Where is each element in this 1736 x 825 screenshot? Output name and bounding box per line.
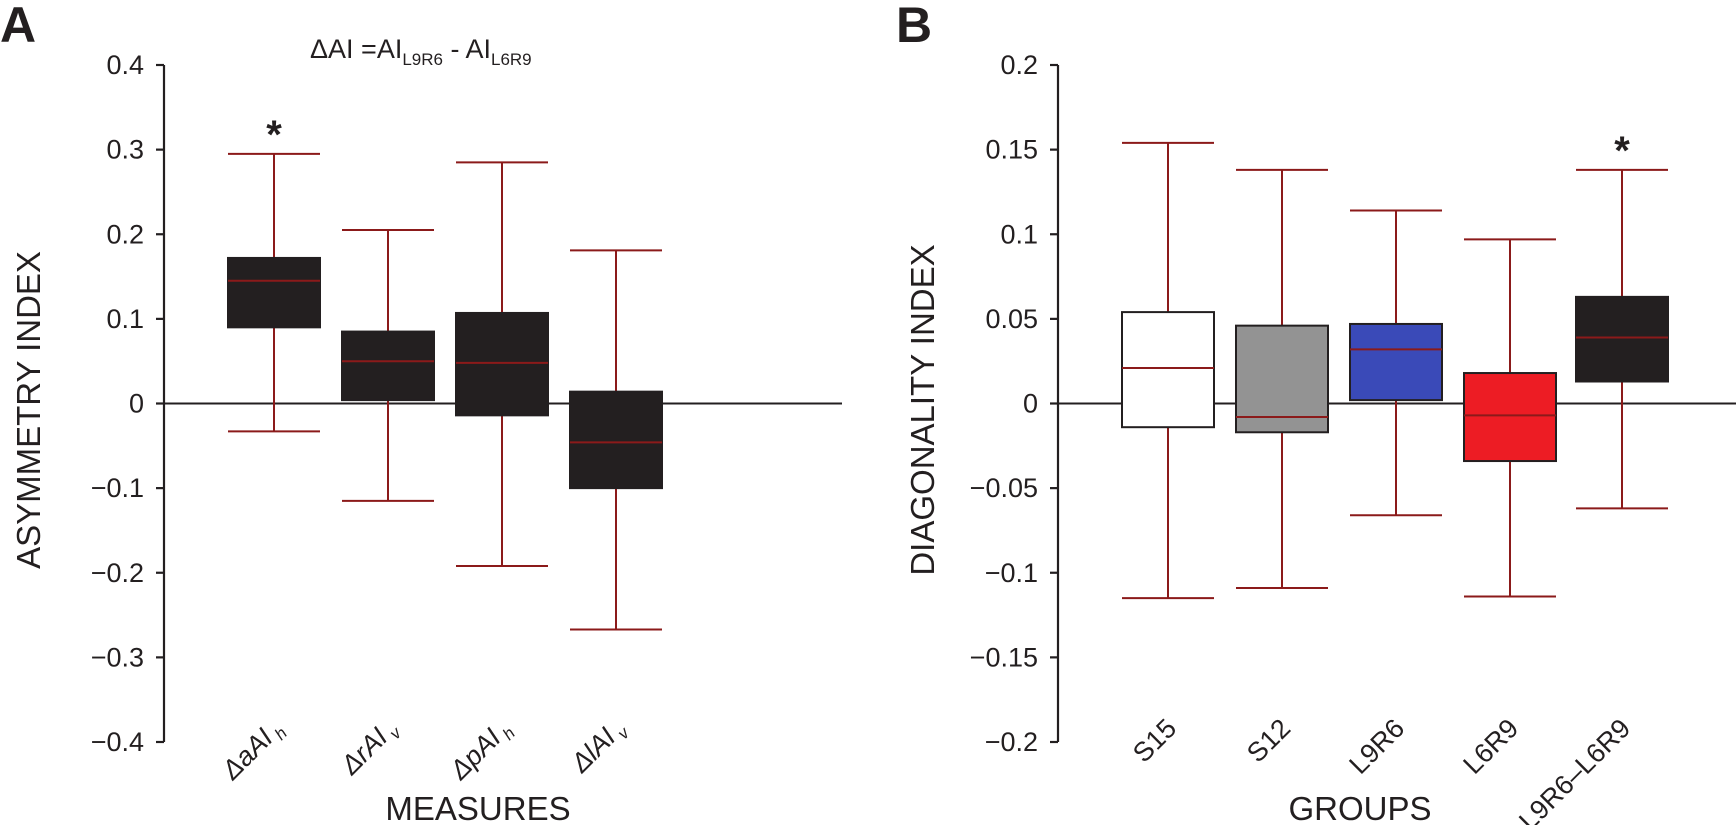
y-tick-label: −0.15	[970, 642, 1038, 672]
category-label: S15	[1127, 713, 1182, 768]
category-label: L6R9	[1457, 713, 1524, 780]
y-tick-label: −0.2	[91, 558, 144, 588]
y-tick-label: 0.2	[106, 219, 144, 249]
panel-a-xlabel: MEASURES	[385, 790, 570, 825]
y-tick-label: 0.15	[985, 135, 1038, 165]
box-iqr	[1463, 372, 1557, 463]
y-tick-label: 0.4	[106, 50, 144, 80]
box-iqr	[1235, 324, 1329, 434]
panel-b: B DIAGONALITY INDEX GROUPS 0.2 0.15 0.1 0.0…	[896, 0, 1736, 825]
category-label: L9R6	[1343, 713, 1410, 780]
formula-sub1: L9R6	[402, 50, 443, 69]
formula-mid: - AI	[443, 34, 491, 64]
box-iqr	[341, 330, 435, 402]
formula-main: ΔAI =AI	[310, 34, 402, 64]
y-tick-label: −0.2	[985, 727, 1038, 757]
box-3: L9R6	[1343, 209, 1443, 780]
y-tick-label: 0.1	[1000, 219, 1038, 249]
category-label: S12	[1241, 713, 1296, 768]
box-2: S12	[1235, 168, 1329, 768]
category-label: ΔlAIv	[564, 712, 634, 782]
panel-a: A ΔAI =AIL9R6 - AIL6R9 ASYMMETRY INDEX M…	[0, 0, 842, 825]
box-iqr	[1349, 322, 1443, 402]
box-iqr	[227, 256, 321, 329]
category-label-main: ΔpAI	[443, 722, 507, 786]
y-tick-label: 0.1	[106, 304, 144, 334]
y-tick-label: −0.1	[985, 558, 1038, 588]
panel-b-letter: B	[896, 0, 932, 53]
box-4: ΔlAIv	[564, 249, 663, 782]
box-1: S15	[1121, 141, 1215, 768]
panel-a-formula: ΔAI =AIL9R6 - AIL6R9	[310, 34, 532, 69]
y-tick-label: −0.4	[91, 727, 144, 757]
category-label-main: ΔaAI	[215, 722, 279, 786]
category-label: ΔaAIh	[215, 713, 291, 789]
panel-b-plot: 0.2 0.15 0.1 0.05 0 −0.05 −0.1 −0.15 −0.2 S15 S12 L…	[970, 50, 1736, 825]
y-tick-label: 0	[1023, 389, 1038, 419]
box-5: * L9R6–L6R9	[1513, 129, 1669, 825]
y-tick-label: −0.1	[91, 473, 144, 503]
significance-star: *	[1614, 129, 1630, 173]
panel-b-ylabel: DIAGONALITY INDEX	[904, 244, 941, 575]
panel-a-ylabel: ASYMMETRY INDEX	[10, 251, 47, 569]
y-tick-label: −0.3	[91, 642, 144, 672]
box-1: * ΔaAIh	[215, 113, 321, 789]
box-2: ΔrAIv	[334, 229, 435, 784]
formula-sub2: L6R9	[491, 50, 532, 69]
y-tick-label: 0.05	[985, 304, 1038, 334]
category-label: L9R6–L6R9	[1513, 713, 1636, 825]
y-tick-label: −0.05	[970, 473, 1038, 503]
y-tick-label: 0.2	[1000, 50, 1038, 80]
category-label: ΔpAIh	[443, 713, 519, 789]
significance-star: *	[266, 113, 282, 157]
box-iqr	[569, 390, 663, 490]
panel-a-plot: 0.4 0.3 0.2 0.1 0 −0.1 −0.2 −0.3 −0.4 * ΔaAIh ΔrAIv…	[91, 50, 842, 789]
box-3: ΔpAIh	[443, 161, 549, 789]
panel-a-letter: A	[0, 0, 36, 53]
category-label-main: ΔrAI	[334, 722, 393, 781]
y-tick-label: 0	[129, 389, 144, 419]
category-label: ΔrAIv	[334, 712, 406, 784]
box-iqr	[455, 311, 549, 417]
box-4: L6R9	[1457, 238, 1557, 780]
box-iqr	[1575, 295, 1669, 383]
box-iqr	[1121, 311, 1215, 429]
y-tick-label: 0.3	[106, 135, 144, 165]
panel-b-xlabel: GROUPS	[1288, 790, 1431, 825]
